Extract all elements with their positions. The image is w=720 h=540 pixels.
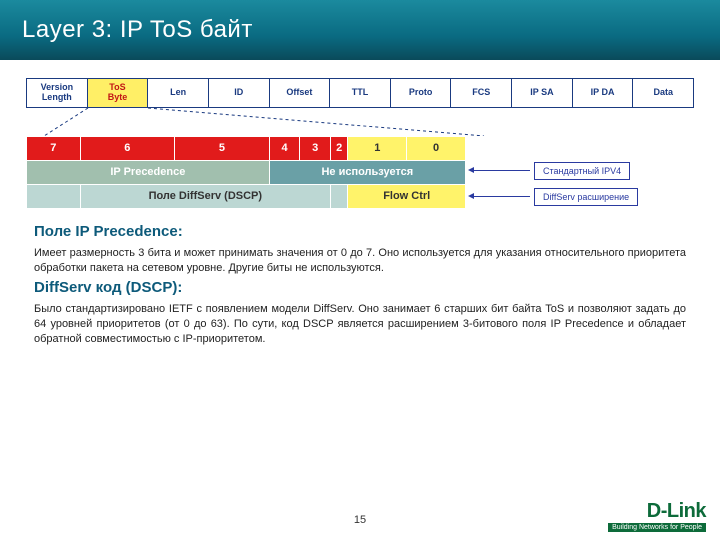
section-title: DiffServ код (DSCP): bbox=[34, 279, 686, 296]
section-ip-precedence: Поле IP Precedence: Имеет размерность 3 … bbox=[26, 223, 694, 276]
content-area: VersionLengthToSByteLenIDOffsetTTLProtoF… bbox=[0, 60, 720, 347]
dscp-pad bbox=[331, 184, 348, 208]
ip-header-cell: Data bbox=[633, 79, 693, 107]
bit-number-cell: 2 bbox=[331, 136, 348, 160]
ip-header-cell: Len bbox=[148, 79, 209, 107]
ip-header-cell: FCS bbox=[451, 79, 512, 107]
unused-cell: Не используется bbox=[269, 160, 465, 184]
section-body: Было стандартизировано IETF с появлением… bbox=[34, 302, 686, 347]
bit-number-cell: 5 bbox=[175, 136, 270, 160]
legend: Стандартный IPV4 DiffServ расширение bbox=[474, 162, 638, 206]
ip-header-cell: Offset bbox=[270, 79, 331, 107]
dscp-pad bbox=[27, 184, 81, 208]
projection-lines bbox=[26, 108, 694, 136]
bit-number-cell: 6 bbox=[80, 136, 174, 160]
page-title: Layer 3: IP ToS байт bbox=[22, 16, 253, 44]
bit-number-cell: 1 bbox=[348, 136, 407, 160]
title-bar: Layer 3: IP ToS байт bbox=[0, 0, 720, 60]
legend-row-diffserv: DiffServ расширение bbox=[474, 188, 638, 206]
bit-number-cell: 0 bbox=[407, 136, 466, 160]
ip-header-cell: ID bbox=[209, 79, 270, 107]
bit-number-cell: 3 bbox=[300, 136, 331, 160]
legend-box-ipv4: Стандартный IPV4 bbox=[534, 162, 630, 180]
bit-number-cell: 4 bbox=[269, 136, 300, 160]
ip-header-cell: ToSByte bbox=[88, 79, 149, 107]
ip-header-row: VersionLengthToSByteLenIDOffsetTTLProtoF… bbox=[26, 78, 694, 108]
brand-logo: D-Link Building Networks for People bbox=[608, 501, 706, 532]
ip-header-cell: IP SA bbox=[512, 79, 573, 107]
section-title: Поле IP Precedence: bbox=[34, 223, 686, 240]
bit-number-cell: 7 bbox=[27, 136, 81, 160]
section-body: Имеет размерность 3 бита и может принима… bbox=[34, 246, 686, 276]
ip-precedence-cell: IP Precedence bbox=[27, 160, 270, 184]
arrow-icon bbox=[474, 170, 530, 171]
legend-row-ipv4: Стандартный IPV4 bbox=[474, 162, 638, 180]
legend-box-diffserv: DiffServ расширение bbox=[534, 188, 638, 206]
bits-area: 76543210 IP PrecedenceНе используетсяПоле… bbox=[26, 136, 694, 209]
ip-header-cell: VersionLength bbox=[27, 79, 88, 107]
tos-bits-table: 76543210 IP PrecedenceНе используетсяПоле… bbox=[26, 136, 466, 209]
flow-ctrl-cell: Flow Ctrl bbox=[348, 184, 466, 208]
ip-header-cell: TTL bbox=[330, 79, 391, 107]
logo-text: D-Link bbox=[647, 500, 706, 522]
ip-header-cell: Proto bbox=[391, 79, 452, 107]
ip-header-cell: IP DA bbox=[573, 79, 634, 107]
dscp-cell: Поле DiffServ (DSCP) bbox=[80, 184, 330, 208]
logo-tagline: Building Networks for People bbox=[608, 523, 706, 532]
arrow-icon bbox=[474, 196, 530, 197]
section-dscp: DiffServ код (DSCP): Было стандартизиров… bbox=[26, 279, 694, 347]
